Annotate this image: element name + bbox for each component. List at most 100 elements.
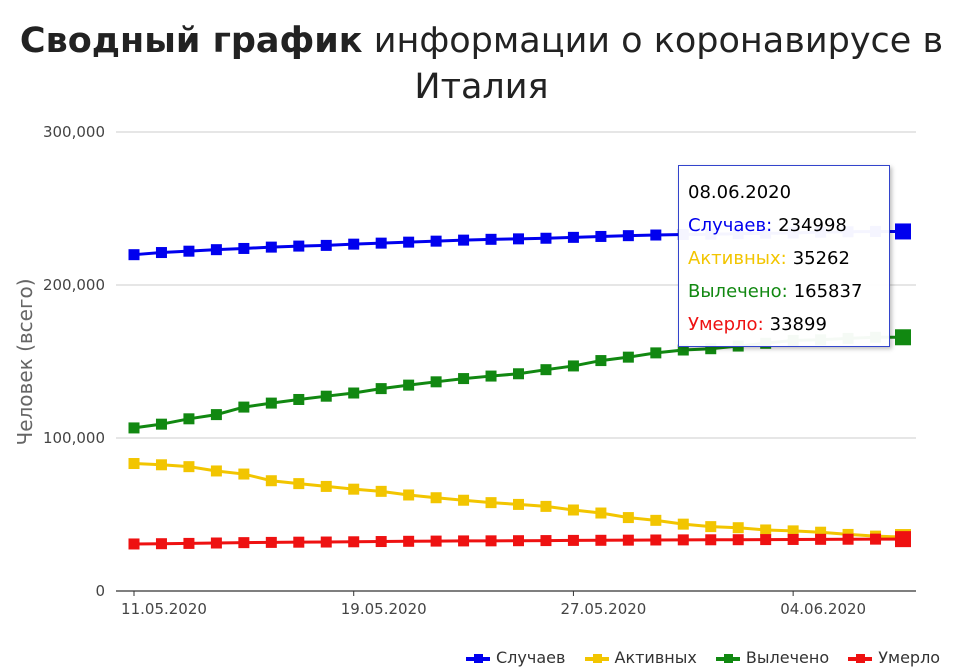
- data-point[interactable]: [677, 518, 689, 530]
- data-point[interactable]: [622, 512, 634, 524]
- data-point[interactable]: [155, 247, 167, 259]
- data-point[interactable]: [210, 244, 222, 256]
- highlighted-point[interactable]: [895, 223, 911, 240]
- data-point[interactable]: [293, 478, 305, 490]
- data-point[interactable]: [128, 458, 140, 470]
- data-point[interactable]: [320, 536, 332, 548]
- data-point[interactable]: [787, 525, 799, 537]
- data-point[interactable]: [403, 379, 415, 391]
- data-point[interactable]: [677, 344, 689, 356]
- data-point[interactable]: [760, 524, 772, 536]
- data-point[interactable]: [567, 534, 579, 546]
- data-point[interactable]: [375, 383, 387, 395]
- highlighted-point[interactable]: [895, 531, 911, 548]
- data-point[interactable]: [595, 534, 607, 546]
- data-point[interactable]: [348, 483, 360, 495]
- data-point[interactable]: [403, 236, 415, 248]
- data-point[interactable]: [595, 507, 607, 519]
- data-point[interactable]: [485, 497, 497, 509]
- data-point[interactable]: [485, 370, 497, 382]
- data-point[interactable]: [485, 535, 497, 547]
- data-point[interactable]: [375, 536, 387, 548]
- data-point[interactable]: [513, 368, 524, 380]
- data-point[interactable]: [622, 534, 634, 546]
- data-point[interactable]: [705, 534, 717, 546]
- data-point[interactable]: [540, 500, 552, 512]
- data-point[interactable]: [760, 534, 772, 546]
- data-point[interactable]: [677, 534, 689, 546]
- data-point[interactable]: [210, 465, 222, 477]
- data-point[interactable]: [567, 231, 579, 243]
- data-point[interactable]: [183, 245, 195, 257]
- data-point[interactable]: [403, 489, 415, 501]
- data-point[interactable]: [128, 538, 140, 550]
- data-point[interactable]: [650, 514, 662, 526]
- data-point[interactable]: [128, 249, 140, 261]
- data-point[interactable]: [540, 535, 552, 547]
- data-point[interactable]: [842, 533, 854, 545]
- data-point[interactable]: [430, 235, 442, 247]
- data-point[interactable]: [238, 401, 250, 413]
- data-point[interactable]: [732, 522, 744, 534]
- data-point[interactable]: [265, 536, 277, 548]
- data-point[interactable]: [320, 239, 332, 251]
- data-point[interactable]: [458, 494, 470, 506]
- data-point[interactable]: [595, 230, 607, 242]
- data-point[interactable]: [348, 238, 360, 250]
- data-point[interactable]: [567, 360, 579, 372]
- legend-item-active[interactable]: Активных: [584, 648, 697, 667]
- data-point[interactable]: [513, 233, 524, 245]
- data-point[interactable]: [265, 241, 277, 253]
- data-point[interactable]: [320, 390, 332, 402]
- data-point[interactable]: [155, 418, 167, 430]
- data-point[interactable]: [430, 535, 442, 547]
- data-point[interactable]: [815, 533, 827, 545]
- data-point[interactable]: [375, 237, 387, 249]
- data-point[interactable]: [210, 537, 222, 549]
- data-point[interactable]: [815, 526, 827, 538]
- data-point[interactable]: [293, 536, 305, 548]
- data-point[interactable]: [430, 376, 442, 388]
- data-point[interactable]: [458, 234, 470, 246]
- data-point[interactable]: [375, 485, 387, 497]
- data-point[interactable]: [238, 537, 250, 549]
- data-point[interactable]: [403, 535, 415, 547]
- data-point[interactable]: [458, 373, 470, 385]
- data-point[interactable]: [870, 533, 882, 545]
- data-point[interactable]: [650, 347, 662, 359]
- data-point[interactable]: [265, 397, 277, 409]
- data-point[interactable]: [238, 468, 250, 480]
- legend-item-deaths[interactable]: Умерло: [848, 648, 940, 667]
- data-point[interactable]: [705, 343, 717, 355]
- data-point[interactable]: [513, 498, 524, 510]
- data-point[interactable]: [155, 538, 167, 550]
- data-point[interactable]: [183, 461, 195, 473]
- data-point[interactable]: [567, 504, 579, 516]
- highlighted-point[interactable]: [895, 329, 911, 346]
- data-point[interactable]: [155, 459, 167, 471]
- data-point[interactable]: [485, 233, 497, 245]
- data-point[interactable]: [540, 232, 552, 244]
- data-point[interactable]: [513, 535, 524, 547]
- data-point[interactable]: [732, 534, 744, 546]
- data-point[interactable]: [183, 413, 195, 425]
- data-point[interactable]: [595, 355, 607, 367]
- data-point[interactable]: [458, 535, 470, 547]
- data-point[interactable]: [210, 409, 222, 421]
- data-point[interactable]: [348, 536, 360, 548]
- legend-item-recovered[interactable]: Вылечено: [715, 648, 829, 667]
- data-point[interactable]: [320, 480, 332, 492]
- data-point[interactable]: [293, 240, 305, 252]
- data-point[interactable]: [705, 521, 717, 533]
- data-point[interactable]: [128, 422, 140, 434]
- legend-item-cases[interactable]: Случаев: [466, 648, 565, 667]
- data-point[interactable]: [293, 393, 305, 405]
- data-point[interactable]: [540, 364, 552, 376]
- data-point[interactable]: [650, 534, 662, 546]
- data-point[interactable]: [265, 475, 277, 487]
- data-point[interactable]: [238, 242, 250, 254]
- data-point[interactable]: [622, 351, 634, 363]
- data-point[interactable]: [430, 492, 442, 504]
- data-point[interactable]: [787, 533, 799, 545]
- data-point[interactable]: [183, 537, 195, 549]
